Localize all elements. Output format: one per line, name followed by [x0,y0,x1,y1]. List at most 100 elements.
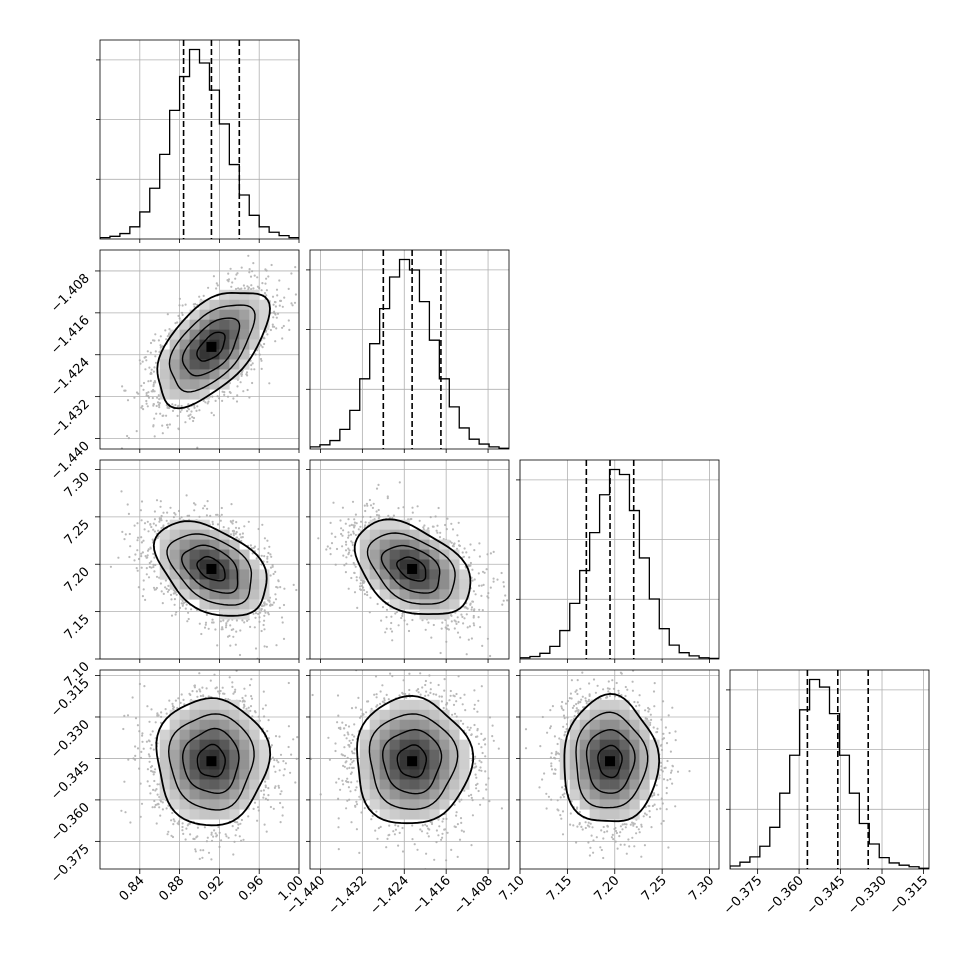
density-cell [449,549,460,560]
contour-3 [353,518,472,616]
density-cell [359,559,370,570]
density-cell [219,359,230,370]
density-cell [229,569,240,580]
density-cell [389,569,400,580]
density-cell [249,289,260,301]
density-cell [259,759,270,770]
density-cell [219,609,230,620]
density-cell [229,719,240,730]
density-cell [419,729,430,740]
scatter-content [109,490,298,659]
density-cell [209,769,220,780]
density-cell [229,549,240,560]
density-cell [169,709,180,721]
density-cell [429,769,440,780]
density-cell [229,609,240,620]
contour-0 [196,743,226,778]
density-cell [229,779,240,790]
density-cell [239,339,250,350]
panel-frame [99,669,300,870]
density-cell [439,749,450,760]
density-cell [579,779,590,790]
x-tick-label-0-2: 0.92 [196,873,227,904]
scatter-panel-3-2 [519,669,720,870]
density-cell [409,709,420,721]
density-cell [459,769,470,780]
density-cell [369,579,380,590]
density-cell [429,729,440,740]
density-cell [419,799,430,810]
density-cell [219,779,230,790]
density-cell [219,699,230,711]
density-cell [229,539,240,550]
density-cell [179,589,190,600]
density-cell [419,709,430,721]
density-cell [619,759,630,770]
density-cell [369,759,380,770]
x-tick-label-1-1: −1.432 [326,873,371,918]
density-cell [599,699,610,711]
density-cell [229,739,240,750]
density-cell [459,759,470,770]
density-cell [189,789,200,800]
density-cell [569,729,580,740]
density-cell [219,749,230,760]
density-cell [159,529,170,540]
density-cell [629,739,640,750]
density-cell [579,709,590,721]
density-cell [429,789,440,800]
density-cell [209,809,220,820]
density-cell [649,739,660,750]
density-cell [399,809,410,820]
density-cell [369,519,380,530]
contour-2 [166,533,253,606]
density-cell [379,729,390,740]
density-cell [569,749,580,760]
density-cell [389,519,400,530]
density-cell [429,739,440,750]
density-cell [229,759,240,770]
density-cell [199,809,210,820]
density-cell [379,589,390,600]
density-cell [369,709,380,721]
contour-2 [368,713,459,811]
density-cell [249,339,260,350]
density-cell [619,699,630,711]
density-cell [189,589,200,600]
density-cell [199,339,210,350]
density-cell [199,759,210,770]
histogram-step [100,48,299,239]
scatter-points [317,481,509,658]
density-cell [459,589,470,600]
density-cell [579,749,590,760]
density-cell [379,539,390,550]
density-cell [259,739,270,750]
density-cell [429,779,440,790]
density-cell [199,389,210,400]
density-cell [399,559,410,570]
density-cell [189,349,200,360]
contour-2 [366,532,456,605]
density-cell [189,809,200,820]
density-cell [199,379,210,390]
panel-frame [309,249,510,450]
density-cell [429,539,440,550]
density-cell [639,779,650,790]
density-cell [199,319,210,330]
density-cell [369,729,380,740]
density-cell [439,709,450,721]
density-cell [359,759,370,770]
contour-2 [168,304,256,393]
density-cell [199,329,210,340]
density-cell [189,519,200,530]
density-cell [179,569,190,580]
density-cell [189,559,200,570]
density-cell [229,319,240,330]
density-cell [169,749,180,760]
density-cell [409,769,420,780]
density-cell [599,759,610,770]
density-cell [429,799,440,810]
hist-panel-3 [726,669,930,870]
density-cell [359,729,370,740]
scatter-panel-1-0 [99,249,300,450]
